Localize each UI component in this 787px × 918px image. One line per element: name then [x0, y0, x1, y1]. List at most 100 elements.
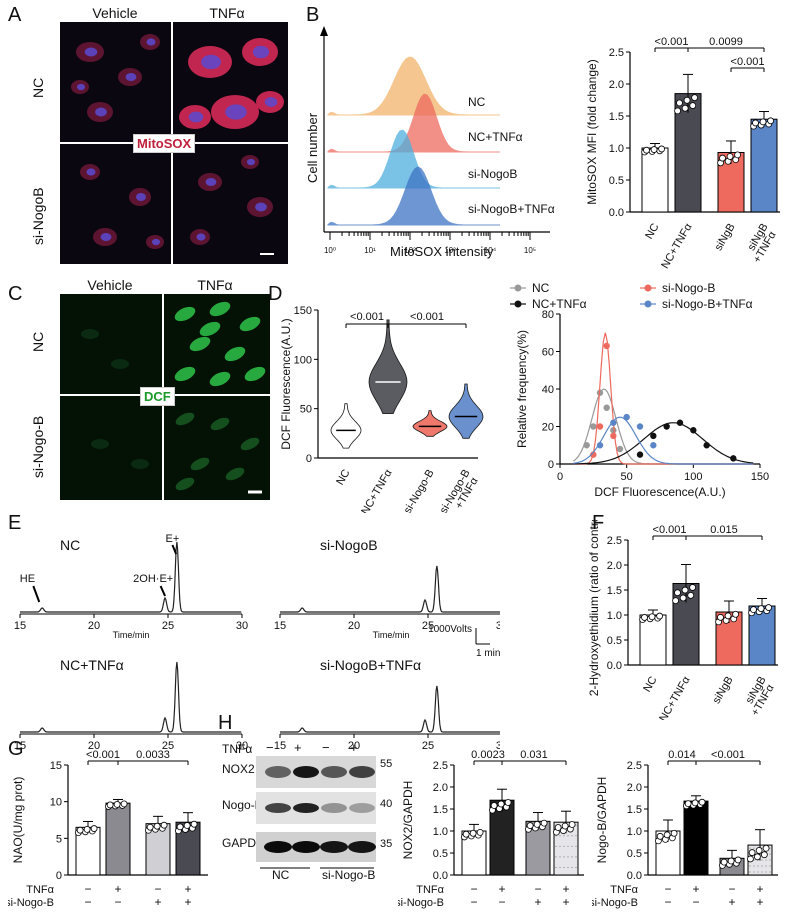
- histogram-tick-label: 10³: [444, 246, 456, 255]
- trace-tick-label: 25: [422, 620, 434, 632]
- data-point: [561, 822, 569, 830]
- data-point: [663, 831, 671, 839]
- bar: [750, 118, 778, 213]
- legend-marker: [514, 300, 522, 308]
- blot-band-nogob: [321, 803, 347, 813]
- y-tick-label: 2.0: [627, 782, 642, 794]
- data-point: [684, 800, 692, 808]
- y-axis-label: Relative frequency(%): [515, 330, 529, 448]
- scatter-point: [616, 445, 624, 453]
- trace-name: si-NogoB: [320, 537, 378, 553]
- blot-mw-35: 35: [380, 838, 393, 850]
- bar-dots: [761, 865, 763, 867]
- row-label-tnf: TNFα: [26, 884, 54, 896]
- data-point: [656, 832, 664, 840]
- bar-dots: [571, 856, 573, 858]
- mitosox-stain-label: MitoSOX: [133, 134, 196, 153]
- trace-tick-label: 25: [162, 740, 174, 750]
- nucleus: [205, 177, 217, 187]
- hplc-trace: [20, 661, 242, 733]
- y-tick-label: 0.0: [433, 870, 448, 882]
- data-point: [679, 594, 687, 602]
- scatter-point: [650, 442, 657, 449]
- y-tick-label: 0.5: [627, 848, 642, 860]
- bar-dots: [749, 871, 751, 873]
- blot-band-gapdh: [264, 841, 292, 853]
- data-point: [160, 821, 168, 829]
- nucleus: [125, 72, 137, 82]
- nucleus: [136, 192, 146, 202]
- bar-dots: [765, 859, 767, 861]
- bar-dots: [761, 871, 763, 873]
- data-point: [643, 146, 650, 154]
- data-point: [683, 96, 691, 104]
- data-point: [757, 605, 765, 612]
- nucleus: [246, 158, 256, 166]
- bar-dots: [749, 847, 751, 849]
- y-tick-label: 0: [56, 870, 62, 882]
- y-tick-label: 50: [300, 404, 312, 416]
- histogram-curve: [327, 56, 500, 116]
- x-tick-label: 50: [621, 471, 633, 483]
- bar-dots: [769, 847, 771, 849]
- bar-dots: [563, 835, 565, 837]
- panel-label-b: B: [306, 4, 320, 26]
- bar-dots: [567, 866, 569, 869]
- scatter-point: [676, 419, 684, 426]
- bar-dots: [563, 856, 565, 858]
- category-label: siNgB: [713, 222, 738, 253]
- panel-label-h: H: [218, 712, 233, 734]
- nucleus: [151, 238, 161, 246]
- row-label-sinogo: si-Nogo-B: [398, 897, 444, 909]
- data-point: [476, 828, 484, 836]
- bar-dots: [769, 871, 771, 873]
- data-point: [540, 819, 548, 827]
- data-point: [670, 829, 678, 837]
- x-tick-label: 0: [557, 471, 563, 483]
- y-axis-label: MitoSOX MFI (fold change): [585, 59, 599, 204]
- data-point: [727, 857, 735, 865]
- data-point: [568, 821, 576, 828]
- fit-curve: [573, 416, 754, 465]
- y-tick-label: 1.5: [433, 804, 448, 816]
- dcf-cell: [81, 329, 99, 339]
- blot-tnf-3: −: [322, 740, 330, 755]
- dcf-cell: [175, 412, 195, 426]
- histogram-label-si-tnf: si-NogoB+TNFα: [468, 202, 555, 216]
- hydroxyethidium-bar-chart: 0.0 0.5 1.0 1.5 2.0 2.5 2-Hydroxyethidium (rat…: [587, 520, 778, 720]
- legend-label: NC: [532, 281, 550, 295]
- western-blot: TNFα − + − + NOX2 Nogo-B GAPDH 55 40 35 …: [222, 740, 412, 882]
- sinogo-sign: −: [84, 895, 91, 909]
- blot-band-nox2: [265, 766, 291, 778]
- histogram-label-nc: NC: [468, 95, 486, 109]
- trace-tick-label: 20: [88, 740, 100, 750]
- histogram-label-nc-tnf: NC+TNFα: [468, 130, 523, 144]
- y-tick-label: 0: [548, 459, 554, 471]
- y-axis-label: NAO(U/mg prot): [11, 777, 25, 864]
- data-point: [691, 94, 699, 101]
- scatter-point: [596, 423, 604, 430]
- bar-dots: [749, 865, 751, 867]
- panel-a-row-nc: NC: [30, 77, 46, 98]
- data-point: [650, 146, 658, 153]
- bar-dots: [567, 856, 569, 858]
- y-tick-label: 2.5: [433, 760, 448, 772]
- histogram-tick-label: 10⁰: [324, 246, 336, 255]
- data-point: [689, 102, 697, 109]
- y-tick-label: 0.0: [627, 870, 642, 882]
- nox2-bar-chart: 0.0 0.5 1.0 1.5 2.0 2.5 NOX2/GAPDH 0.0023 0.031 T…: [398, 749, 584, 909]
- bar-dots: [571, 845, 573, 847]
- arrow-e: [171, 544, 178, 555]
- histogram-curve: [327, 166, 500, 226]
- data-point: [120, 800, 128, 808]
- bar-dots: [575, 835, 577, 837]
- annotation-e: E+: [166, 533, 180, 545]
- fit-curve: [573, 422, 754, 465]
- y-tick-label: 0: [306, 453, 312, 465]
- histogram-xlabel: MitoSOX intensity: [390, 244, 494, 259]
- dcf-cell: [189, 336, 211, 352]
- data-point: [719, 154, 726, 162]
- y-tick-label: 0.5: [433, 848, 448, 860]
- y-tick-label: 2.5: [607, 535, 622, 547]
- dcf-cell: [190, 457, 210, 471]
